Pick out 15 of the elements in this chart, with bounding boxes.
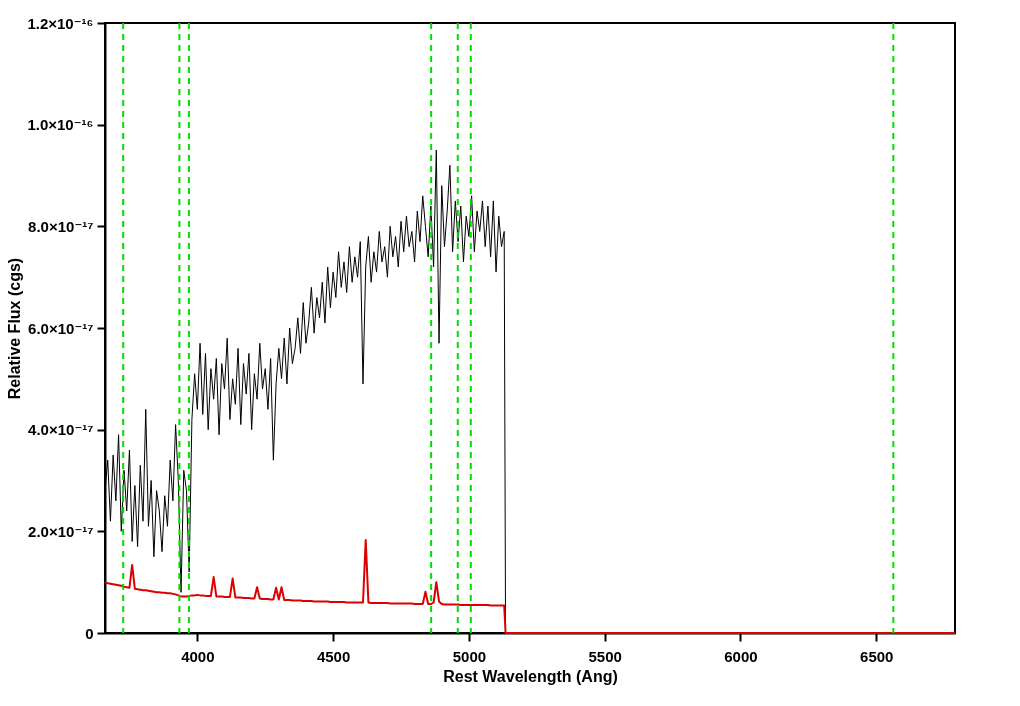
x-tick-label: 4000 — [181, 647, 215, 665]
y-tick-label: 2.0×10⁻¹⁷ — [28, 522, 94, 540]
x-tick-label: 5000 — [452, 647, 487, 665]
x-tick-label: 6000 — [724, 647, 758, 665]
y-tick-label: 0 — [85, 624, 94, 642]
x-axis-title: Rest Wavelength (Ang) — [443, 667, 618, 685]
x-tick-label: 4500 — [316, 647, 351, 665]
x-tick-label: 6500 — [860, 647, 894, 665]
x-tick-label: 5500 — [588, 647, 622, 665]
y-tick-label: 6.0×10⁻¹⁷ — [28, 319, 94, 337]
y-axis-title: Relative Flux (cgs) — [6, 257, 24, 400]
y-tick-label: 4.0×10⁻¹⁷ — [28, 421, 94, 439]
y-tick-label: 1.2×10⁻¹⁶ — [27, 14, 94, 32]
y-tick-label: 8.0×10⁻¹⁷ — [28, 217, 94, 235]
y-tick-label: 1.0×10⁻¹⁶ — [27, 116, 94, 134]
